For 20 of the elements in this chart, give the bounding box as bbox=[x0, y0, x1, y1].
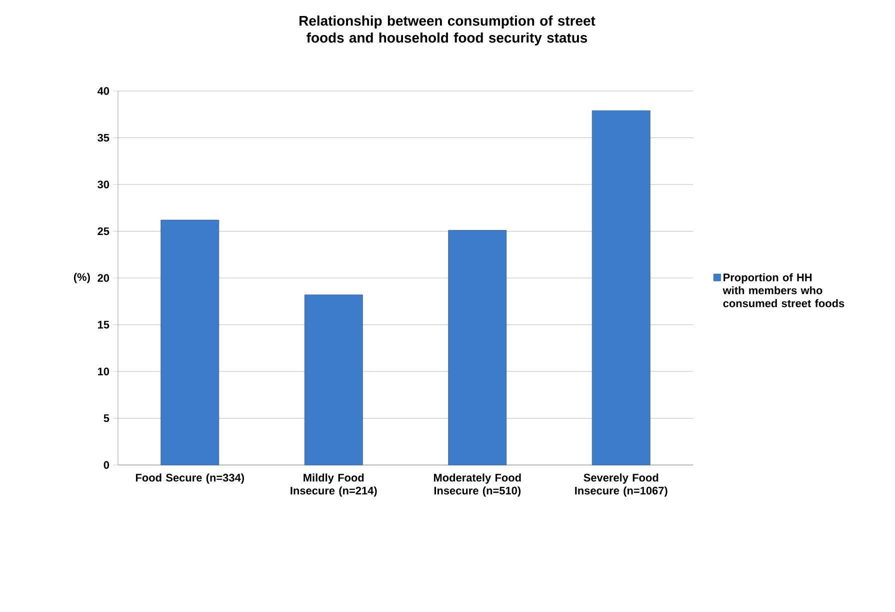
y-axis-title: (%) bbox=[74, 272, 90, 284]
x-tick-label: Food Secure (n=334) bbox=[136, 474, 244, 484]
y-tick-label: 25 bbox=[98, 227, 110, 236]
bar bbox=[592, 110, 650, 466]
y-tick-label: 10 bbox=[98, 368, 110, 376]
y-tick-label: 40 bbox=[97, 87, 110, 95]
bar bbox=[304, 294, 363, 466]
bar bbox=[160, 220, 220, 466]
y-tick-label: 20 bbox=[98, 274, 110, 282]
chart-title: Relationship between consumption of street foods and household food security status bbox=[300, 16, 596, 46]
y-tick-label: 15 bbox=[98, 320, 110, 329]
legend-label: Proportion of HH with members who consumed street foods bbox=[722, 273, 844, 308]
y-tick-label: 0 bbox=[104, 461, 110, 469]
bar bbox=[448, 230, 507, 466]
x-tick-label: Mildly Food Insecure (n=214) bbox=[290, 474, 377, 497]
y-tick-label: 35 bbox=[98, 134, 110, 142]
y-tick-label: 30 bbox=[98, 180, 110, 188]
x-tick-label: Moderately Food Insecure (n=510) bbox=[434, 474, 521, 497]
y-tick-label: 5 bbox=[104, 414, 110, 422]
x-tick-label: Severely Food Insecure (n=1067) bbox=[575, 474, 668, 497]
